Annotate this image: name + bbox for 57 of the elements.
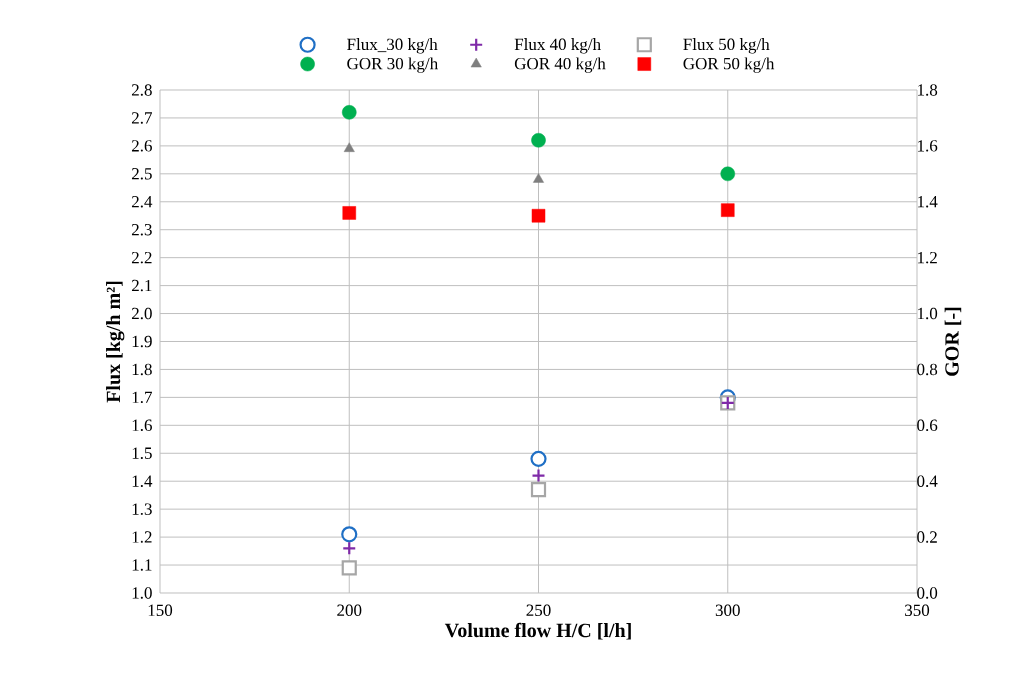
y2-axis-title: GOR [-]: [944, 307, 962, 376]
y2-tick-label: 0.4: [917, 475, 938, 487]
y2-tick-label: 1.4: [918, 196, 938, 208]
y-axis-title: Flux [kg/h m²]: [106, 281, 125, 403]
y-tick-label: 1.4: [132, 475, 153, 487]
y2-tick-label: 1.6: [918, 140, 938, 152]
point: [342, 541, 357, 556]
y-tick-label: 2.1: [131, 279, 152, 292]
y-tick-label: 1.5: [132, 447, 152, 459]
x-tick-label: 150: [148, 604, 173, 616]
point: [720, 166, 735, 182]
legend-label: Flux 50 kg/h: [683, 38, 770, 54]
x-tick-label: 200: [337, 604, 362, 616]
point: [530, 450, 547, 467]
x-axis-title: Volume flow H/C [l/h]: [444, 622, 631, 640]
y-tick-label: 2.8: [131, 84, 152, 96]
legend-label: GOR 30 kg/h: [347, 57, 438, 73]
point: [533, 173, 544, 183]
point: [343, 142, 355, 152]
point: [342, 105, 357, 120]
point: [530, 481, 547, 498]
y-tick-label: 1.2: [132, 531, 152, 543]
y-tick-label: 2.3: [131, 223, 152, 236]
x-tick-label: 250: [526, 604, 551, 616]
y-tick-label: 1.3: [132, 503, 152, 515]
y-tick-label: 2.4: [131, 196, 153, 208]
x-tick-label: 350: [905, 604, 930, 616]
legend-label: GOR 50 kg/h: [683, 57, 775, 73]
y2-tick-label: 0.0: [917, 587, 938, 599]
y-tick-label: 1.1: [132, 559, 152, 571]
y-tick-label: 2.7: [131, 112, 152, 124]
legend-label: Flux 40 kg/h: [514, 38, 601, 54]
y-tick-label: 2.5: [131, 168, 152, 180]
legend-label: Flux_30 kg/h: [347, 38, 438, 54]
legend-label: GOR 40 kg/h: [514, 57, 606, 73]
y2-tick-label: 0.6: [917, 419, 938, 432]
point: [531, 133, 546, 148]
y2-tick-label: 1.0: [918, 307, 938, 320]
point: [531, 208, 546, 223]
y-tick-label: 1.8: [132, 363, 152, 376]
point: [531, 468, 546, 483]
point: [721, 203, 735, 217]
y2-tick-label: 1.2: [918, 251, 937, 264]
y2-tick-label: 0.8: [917, 363, 938, 376]
point: [341, 526, 358, 543]
x-tick-label: 300: [715, 604, 740, 616]
y2-tick-label: 1.8: [918, 84, 938, 96]
point: [341, 560, 357, 576]
y-tick-label: 1.7: [132, 391, 152, 404]
y-tick-label: 1.9: [132, 335, 152, 348]
y-tick-label: 2.2: [131, 251, 152, 264]
point: [342, 206, 357, 220]
y-tick-label: 1.6: [132, 419, 152, 432]
y-tick-label: 1.0: [132, 587, 152, 599]
y2-tick-label: 0.2: [917, 531, 937, 543]
y-tick-label: 2.0: [131, 307, 152, 320]
y-tick-label: 2.6: [131, 140, 152, 152]
